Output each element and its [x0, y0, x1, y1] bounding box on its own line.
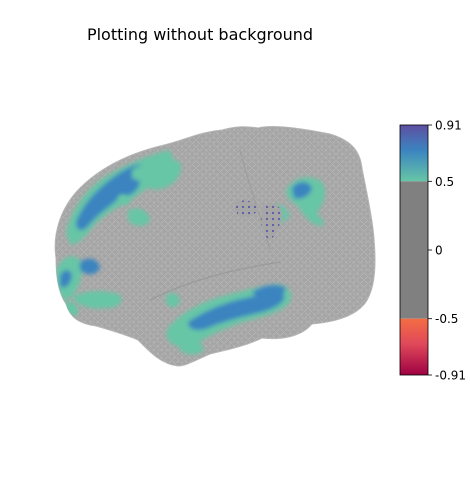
activation-frontal-lower — [118, 194, 150, 226]
activation-temporal — [166, 284, 292, 355]
colorbar-tick-label: 0.91 — [435, 119, 462, 133]
colorbar-positive-segment — [400, 125, 428, 182]
colorbar-tick-label: 0 — [435, 244, 443, 258]
activation-frontal-pole — [55, 256, 122, 316]
colorbar-negative-segment — [400, 318, 428, 375]
colorbar-tick-label: -0.91 — [435, 369, 466, 383]
colorbar-neutral-segment — [400, 181, 428, 319]
activation-dotted — [234, 200, 282, 240]
colorbar-tick-label: -0.5 — [435, 312, 458, 326]
colorbar-tick-label: 0.5 — [435, 175, 454, 189]
figure-title: Plotting without background — [86, 25, 314, 44]
